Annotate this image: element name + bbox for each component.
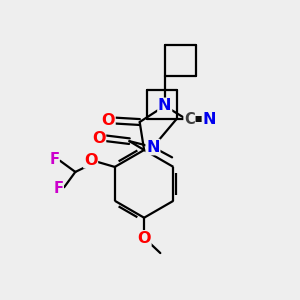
Text: O: O: [101, 113, 115, 128]
Text: N: N: [202, 112, 216, 127]
Text: F: F: [53, 181, 63, 196]
Text: O: O: [137, 231, 151, 246]
Text: N: N: [158, 98, 172, 113]
Text: N: N: [146, 140, 160, 154]
Text: F: F: [49, 152, 59, 167]
Text: O: O: [84, 153, 98, 168]
Text: C: C: [184, 112, 195, 127]
Text: O: O: [92, 131, 106, 146]
